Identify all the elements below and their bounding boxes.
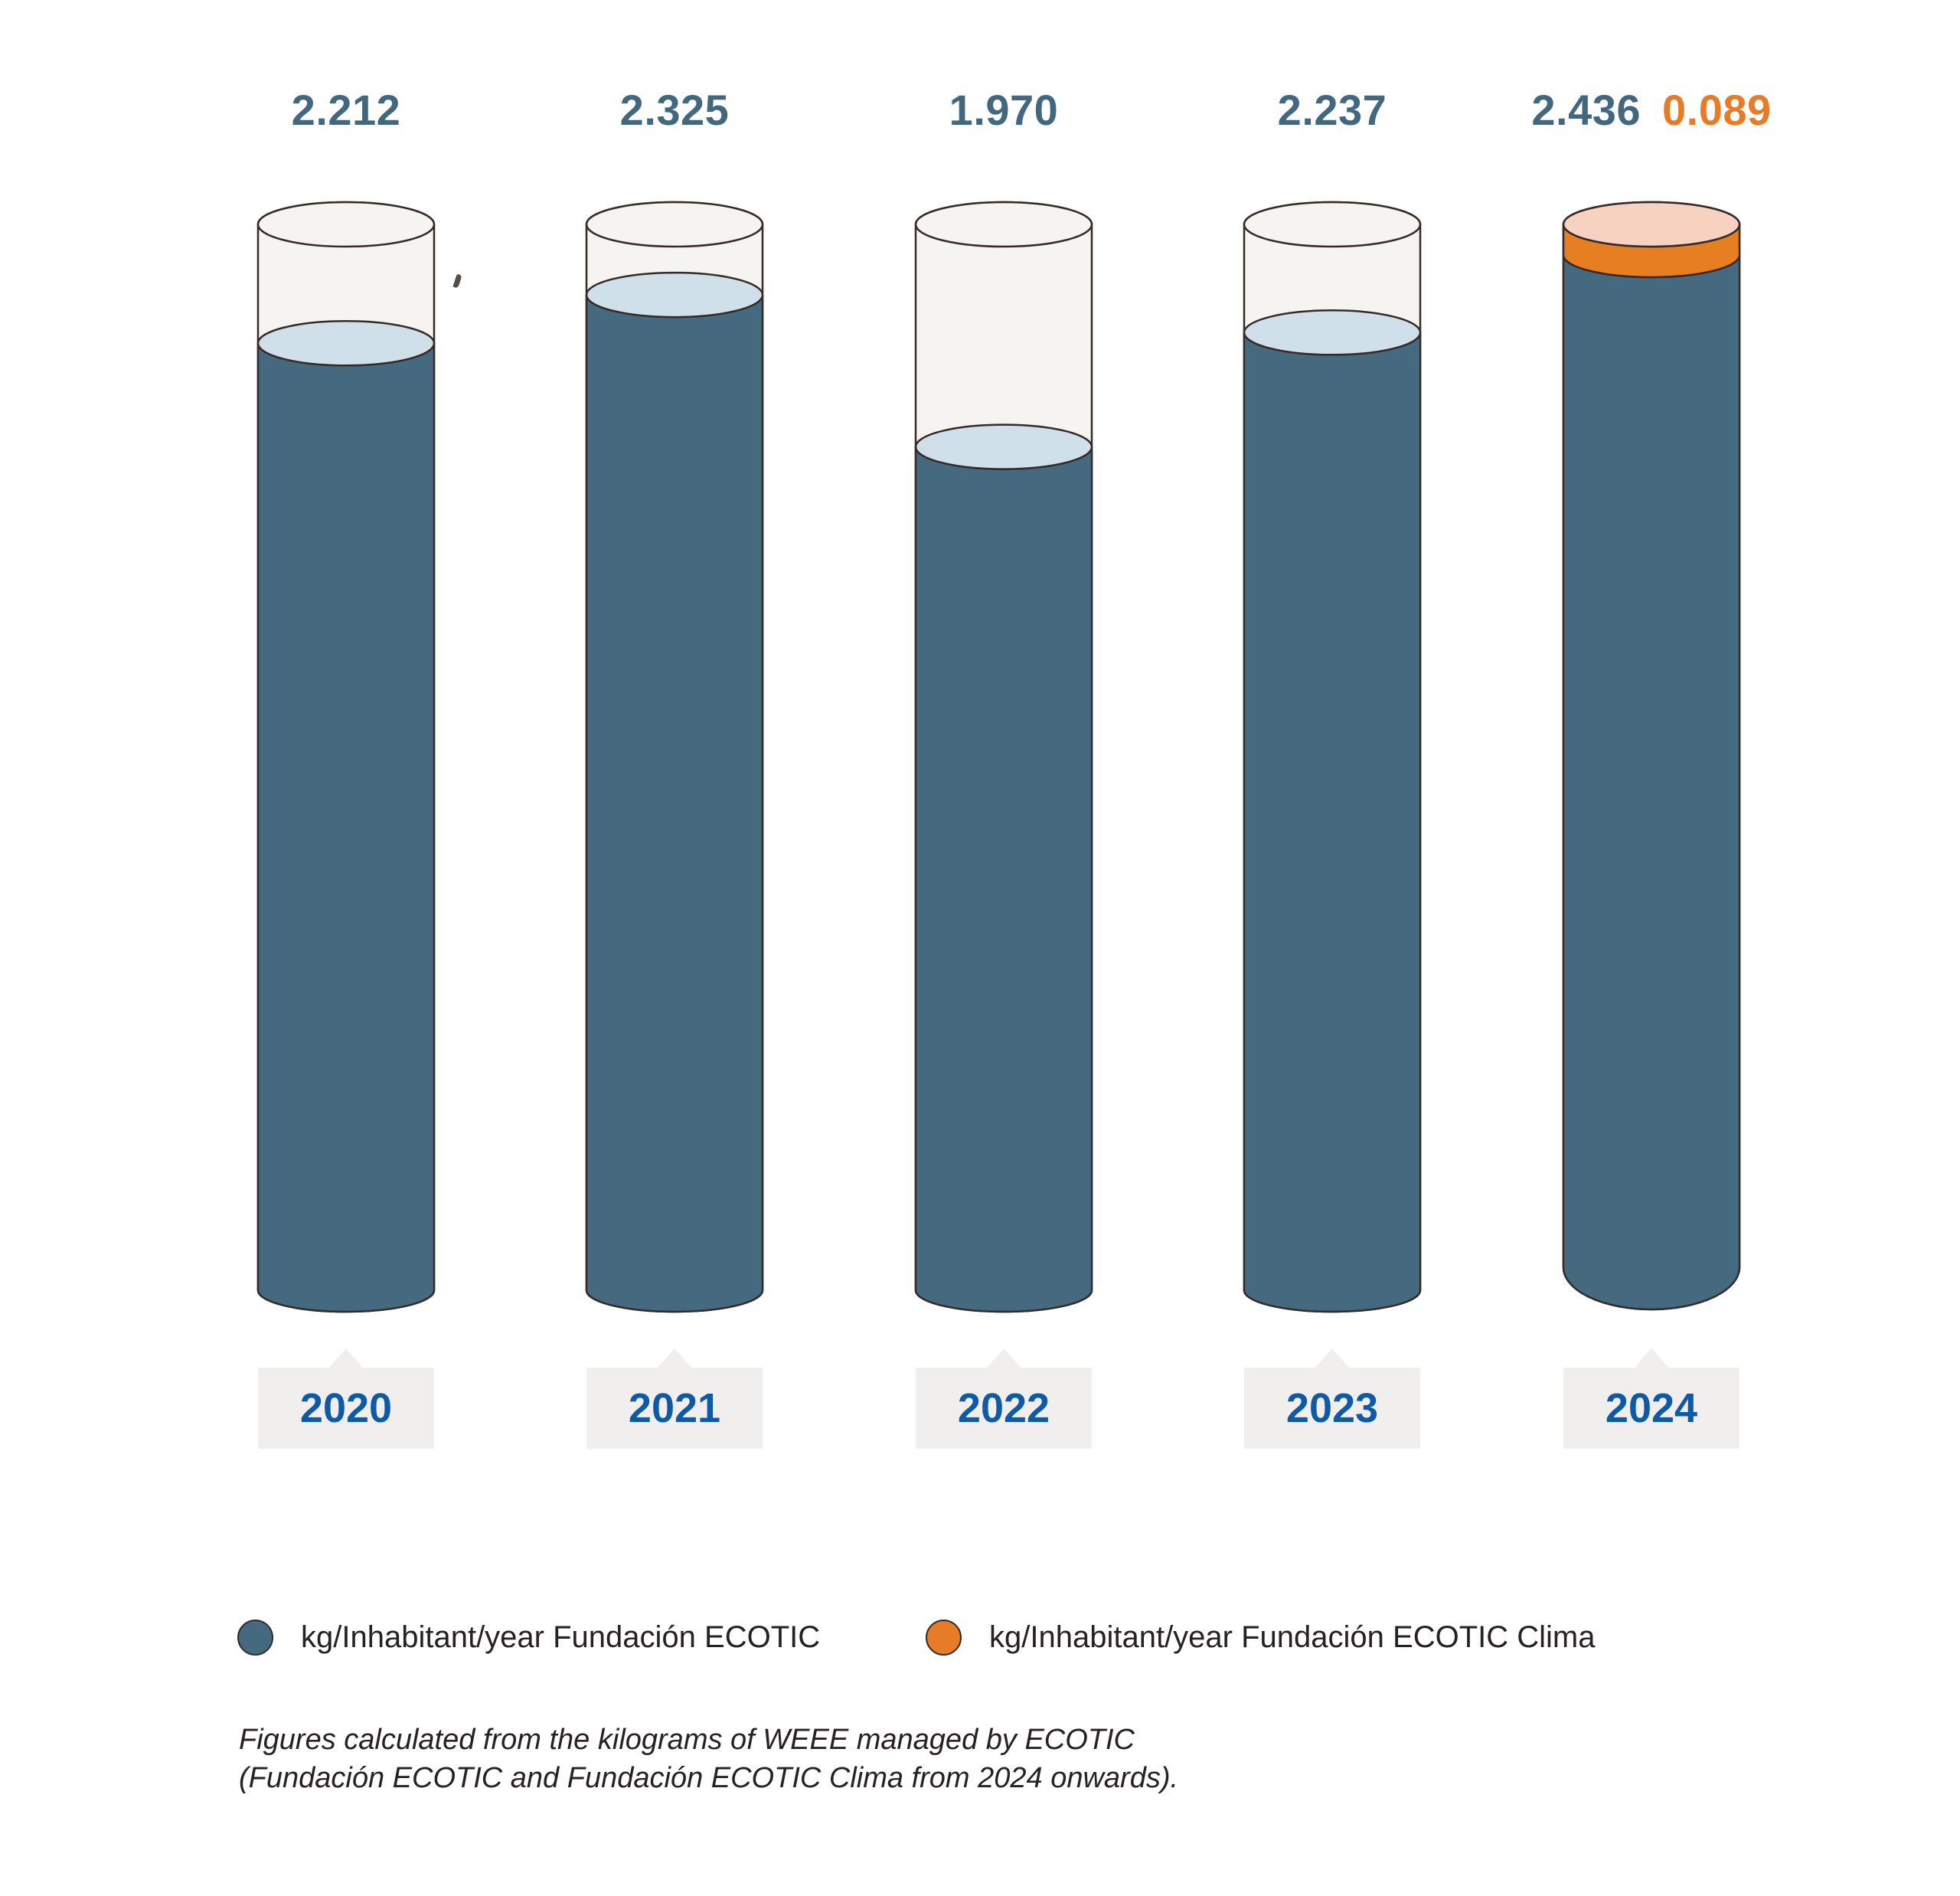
year-label-2024: 2024 <box>1605 1385 1698 1431</box>
footnote-line2: (Fundación ECOTIC and Fundación ECOTIC C… <box>239 1762 1179 1794</box>
legend-item-ecotic-clima: kg/Inhabitant/year Fundación ECOTIC Clim… <box>926 1617 1595 1657</box>
value-label-2024: 2.436 0.089 <box>1531 89 1771 132</box>
value-label-2022: 1.970 <box>949 89 1059 132</box>
year-tab-2020: 2020 <box>258 1348 434 1449</box>
legend-item-ecotic: kg/Inhabitant/year Fundación ECOTIC <box>237 1617 820 1657</box>
print-artifact-tick <box>452 273 462 289</box>
value-ecotic-2022: 1.970 <box>949 86 1059 134</box>
year-tab-2023: 2023 <box>1244 1348 1420 1449</box>
value-label-2021: 2.325 <box>620 89 730 132</box>
value-clima-2024: 0.089 <box>1662 86 1772 134</box>
year-tab-2024: 2024 <box>1563 1348 1740 1449</box>
footnote: Figures calculated from the kilograms of… <box>239 1721 1178 1797</box>
year-label-2020: 2020 <box>299 1385 393 1431</box>
value-label-2023: 2.237 <box>1278 89 1387 132</box>
year-label-2022: 2022 <box>957 1385 1050 1431</box>
value-ecotic-2024: 2.436 <box>1531 86 1641 134</box>
bar-cylinder-2022 <box>914 201 1093 1313</box>
year-tab-2021: 2021 <box>586 1348 763 1449</box>
year-label-2021: 2021 <box>628 1385 721 1431</box>
value-ecotic-2023: 2.237 <box>1277 86 1387 134</box>
legend-label-ecotic: kg/Inhabitant/year Fundación ECOTIC <box>301 1620 821 1654</box>
year-tab-2022: 2022 <box>916 1348 1092 1449</box>
year-label-2023: 2023 <box>1285 1385 1379 1431</box>
legend-label-ecotic-clima: kg/Inhabitant/year Fundación ECOTIC Clim… <box>989 1620 1596 1654</box>
bar-cylinder-2021 <box>585 201 764 1313</box>
legend: kg/Inhabitant/year Fundación ECOTIC kg/I… <box>0 1617 1960 1657</box>
value-label-2020: 2.212 <box>292 89 401 132</box>
legend-dot-ecotic <box>237 1619 273 1656</box>
value-ecotic-2021: 2.325 <box>619 86 730 134</box>
bar-cylinder-2024 <box>1562 201 1741 1311</box>
legend-dot-ecotic-clima <box>926 1619 962 1656</box>
value-ecotic-2020: 2.212 <box>291 86 401 134</box>
footnote-line1: Figures calculated from the kilograms of… <box>239 1724 1135 1756</box>
bar-cylinder-2023 <box>1243 201 1422 1313</box>
bar-cylinder-2020 <box>256 201 436 1313</box>
